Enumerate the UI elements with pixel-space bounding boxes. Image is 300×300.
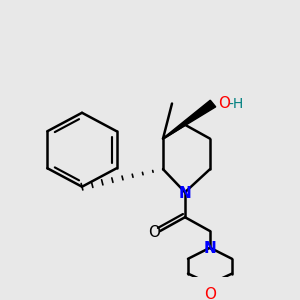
Polygon shape xyxy=(163,100,216,139)
Text: N: N xyxy=(178,186,191,201)
Text: -H: -H xyxy=(228,97,243,110)
Text: O: O xyxy=(204,286,216,300)
Text: N: N xyxy=(204,241,216,256)
Text: O: O xyxy=(148,225,160,240)
Text: O: O xyxy=(218,96,230,111)
